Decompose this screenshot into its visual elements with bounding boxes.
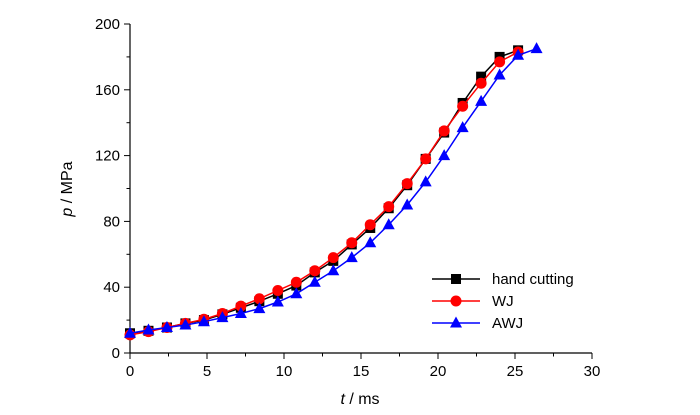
data-point <box>512 48 525 60</box>
data-point <box>364 236 377 248</box>
y-tick-label: 0 <box>112 345 120 362</box>
data-point <box>456 121 469 133</box>
x-axis-title: t / ms <box>340 391 379 408</box>
x-tick-label: 15 <box>353 363 370 380</box>
data-point <box>383 201 395 213</box>
data-point <box>438 149 451 161</box>
y-axis-unit: / MPa <box>59 161 76 207</box>
data-point <box>327 252 339 264</box>
data-point <box>272 284 284 296</box>
legend-marker <box>450 316 462 328</box>
y-tick-label: 160 <box>95 82 120 99</box>
data-point <box>401 198 414 210</box>
y-axis-variable: p <box>59 208 76 218</box>
data-point <box>364 219 376 231</box>
y-tick-label: 120 <box>95 148 120 165</box>
data-point <box>382 218 395 230</box>
x-axis-unit: / ms <box>345 391 380 408</box>
data-point <box>401 178 413 190</box>
data-point <box>475 94 488 106</box>
data-point <box>124 326 136 338</box>
y-tick-label: 200 <box>95 16 120 33</box>
data-point <box>253 293 265 305</box>
legend-marker <box>450 295 462 307</box>
series-1 <box>124 46 524 341</box>
y-tick-label: 40 <box>103 279 120 296</box>
data-point <box>197 315 210 327</box>
data-point <box>346 237 358 249</box>
series-line <box>129 47 537 335</box>
data-point <box>309 265 321 277</box>
data-point <box>290 276 302 288</box>
data-point <box>476 71 487 82</box>
y-tick-label: 80 <box>103 213 120 230</box>
data-point <box>494 56 506 68</box>
data-point <box>179 318 192 330</box>
data-point <box>530 42 543 54</box>
data-point <box>234 307 247 319</box>
data-point <box>419 175 432 187</box>
data-point <box>290 287 303 299</box>
data-point <box>271 295 284 307</box>
legend: hand cutting WJ AWJ <box>432 271 574 332</box>
series-0 <box>125 45 524 339</box>
legend-item: AWJ <box>432 315 523 332</box>
x-tick-label: 0 <box>126 363 134 380</box>
data-point <box>493 68 506 80</box>
x-tick-label: 30 <box>584 363 601 380</box>
legend-label: hand cutting <box>492 271 574 288</box>
data-point <box>420 153 432 165</box>
data-point <box>142 323 155 335</box>
series-2 <box>124 42 543 338</box>
plot-frame <box>129 24 592 354</box>
x-tick-label: 5 <box>203 363 211 380</box>
legend-label: WJ <box>492 293 514 310</box>
data-point <box>345 251 358 263</box>
data-point <box>438 125 450 137</box>
data-point <box>216 311 229 323</box>
x-axis-variable: t <box>340 391 345 408</box>
y-axis-title: p / MPa <box>59 161 76 217</box>
data-point <box>160 321 173 333</box>
x-axis: 0 5 10 15 20 25 30 <box>126 353 601 380</box>
data-point <box>327 264 340 276</box>
x-tick-label: 10 <box>276 363 293 380</box>
series-layer <box>124 42 543 341</box>
legend-marker <box>451 274 461 284</box>
series-line <box>129 51 519 336</box>
x-tick-label: 25 <box>507 363 524 380</box>
x-tick-label: 20 <box>430 363 447 380</box>
data-point <box>235 300 247 312</box>
data-point <box>253 302 266 314</box>
data-point <box>457 100 469 112</box>
y-axis: 0 40 80 120 160 200 <box>95 16 130 362</box>
legend-item: hand cutting <box>432 271 574 288</box>
data-point <box>475 77 487 89</box>
data-point <box>308 275 321 287</box>
legend-item: WJ <box>432 293 514 310</box>
legend-label: AWJ <box>492 315 523 332</box>
series-line <box>129 49 519 335</box>
